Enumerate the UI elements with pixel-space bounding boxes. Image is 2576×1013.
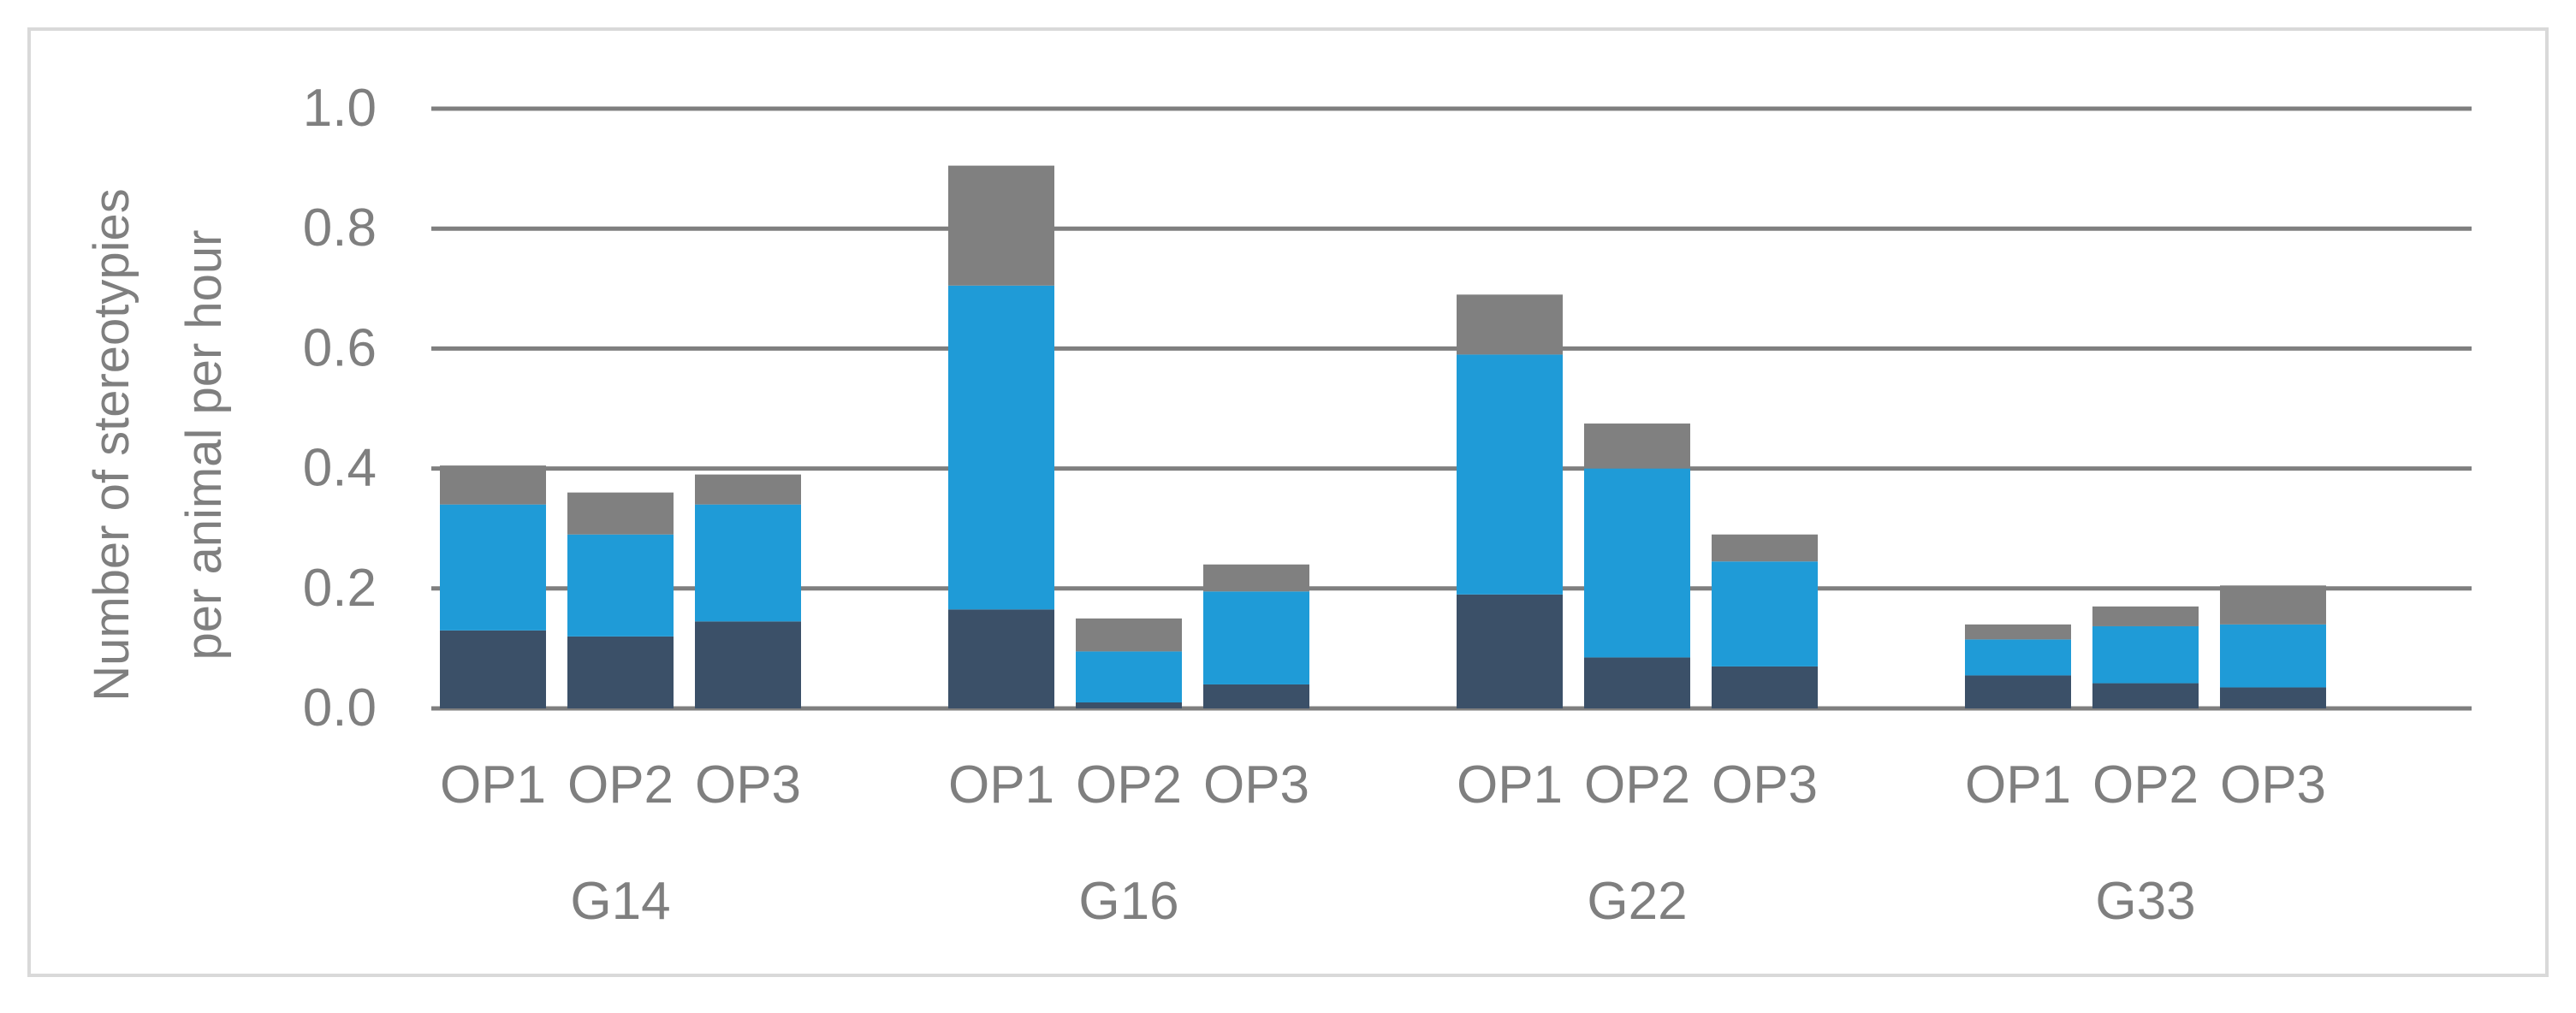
bar-segment-g14-op3-s2	[695, 504, 801, 622]
y-tick-label: 0.0	[303, 678, 377, 738]
bar-segment-g16-op2-s3	[1076, 618, 1182, 652]
bar-segment-g22-op2-s2	[1584, 468, 1690, 658]
x-category-label: OP2	[1584, 755, 1690, 815]
bar-segment-g22-op2-s1	[1584, 657, 1690, 708]
bar-segment-g16-op3-s3	[1203, 564, 1309, 592]
x-category-label: OP3	[1203, 755, 1309, 815]
x-category-label: OP3	[2220, 755, 2326, 815]
y-tick-label: 0.4	[303, 439, 377, 498]
bar-segment-g22-op1-s2	[1457, 354, 1563, 595]
bar-segment-g16-op3-s1	[1203, 684, 1309, 708]
x-category-label: OP3	[1712, 755, 1818, 815]
bar-segment-g33-op2-s1	[2092, 683, 2199, 708]
x-category-label: OP2	[2092, 755, 2199, 815]
bar-segment-g33-op2-s3	[2092, 606, 2199, 626]
x-category-label: OP1	[1965, 755, 2071, 815]
bar-segment-g22-op3-s2	[1712, 561, 1818, 666]
y-axis-title-line-1: Number of stereotypies	[84, 188, 139, 702]
x-category-label: OP1	[440, 755, 546, 815]
bar-segment-g33-op3-s2	[2220, 624, 2326, 688]
bar-segment-g33-op1-s3	[1965, 624, 2071, 640]
y-tick-label: 0.6	[303, 318, 377, 377]
x-category-label: OP3	[695, 755, 801, 815]
bar-segment-g16-op1-s3	[948, 165, 1054, 286]
bar-segment-g16-op2-s2	[1076, 651, 1182, 702]
x-category-label: OP2	[567, 755, 674, 815]
bar-segment-g22-op1-s1	[1457, 594, 1563, 708]
bar-segment-g16-op1-s1	[948, 609, 1054, 708]
x-category-label: OP2	[1076, 755, 1182, 815]
bar-segment-g14-op1-s3	[440, 465, 546, 505]
y-tick-label: 0.8	[303, 198, 377, 258]
bar-segment-g14-op2-s2	[567, 534, 674, 637]
y-tick-label: 1.0	[303, 79, 377, 138]
labels: 0.0 0.2 0.4 0.6 0.8 1.0 OP1 OP2 OP3 G14 OP1 OP2 OP3 G…	[303, 79, 2326, 931]
bar-segment-g33-op3-s1	[2220, 687, 2326, 708]
y-tick-label: 0.2	[303, 559, 377, 618]
bar-segment-g33-op1-s1	[1965, 675, 2071, 708]
x-category-label: OP1	[1457, 755, 1563, 815]
bar-segment-g14-op3-s1	[695, 621, 801, 708]
x-group-label: G22	[1587, 872, 1687, 931]
x-group-label: G16	[1078, 872, 1178, 931]
bar-segment-g16-op1-s2	[948, 285, 1054, 610]
bar-segment-g14-op1-s1	[440, 630, 546, 708]
bar-segment-g14-op2-s3	[567, 492, 674, 535]
bar-segment-g22-op3-s3	[1712, 534, 1818, 562]
bar-segment-g22-op2-s3	[1584, 424, 1690, 469]
bar-segment-g33-op3-s3	[2220, 585, 2326, 625]
bar-segment-g14-op1-s2	[440, 504, 546, 631]
y-axis-title-line-2: per animal per hour	[176, 230, 232, 661]
bar-segment-g16-op2-s1	[1076, 702, 1182, 708]
bar-segment-g33-op1-s2	[1965, 639, 2071, 676]
bar-segment-g14-op3-s3	[695, 474, 801, 505]
bars	[440, 165, 2326, 708]
bar-segment-g22-op1-s3	[1457, 294, 1563, 355]
bar-segment-g33-op2-s2	[2092, 625, 2199, 684]
bar-segment-g16-op3-s2	[1203, 591, 1309, 684]
bar-segment-g22-op3-s1	[1712, 666, 1818, 708]
bar-segment-g14-op2-s1	[567, 636, 674, 708]
x-group-label: G14	[570, 872, 670, 931]
x-category-label: OP1	[948, 755, 1054, 815]
x-group-label: G33	[2095, 872, 2195, 931]
